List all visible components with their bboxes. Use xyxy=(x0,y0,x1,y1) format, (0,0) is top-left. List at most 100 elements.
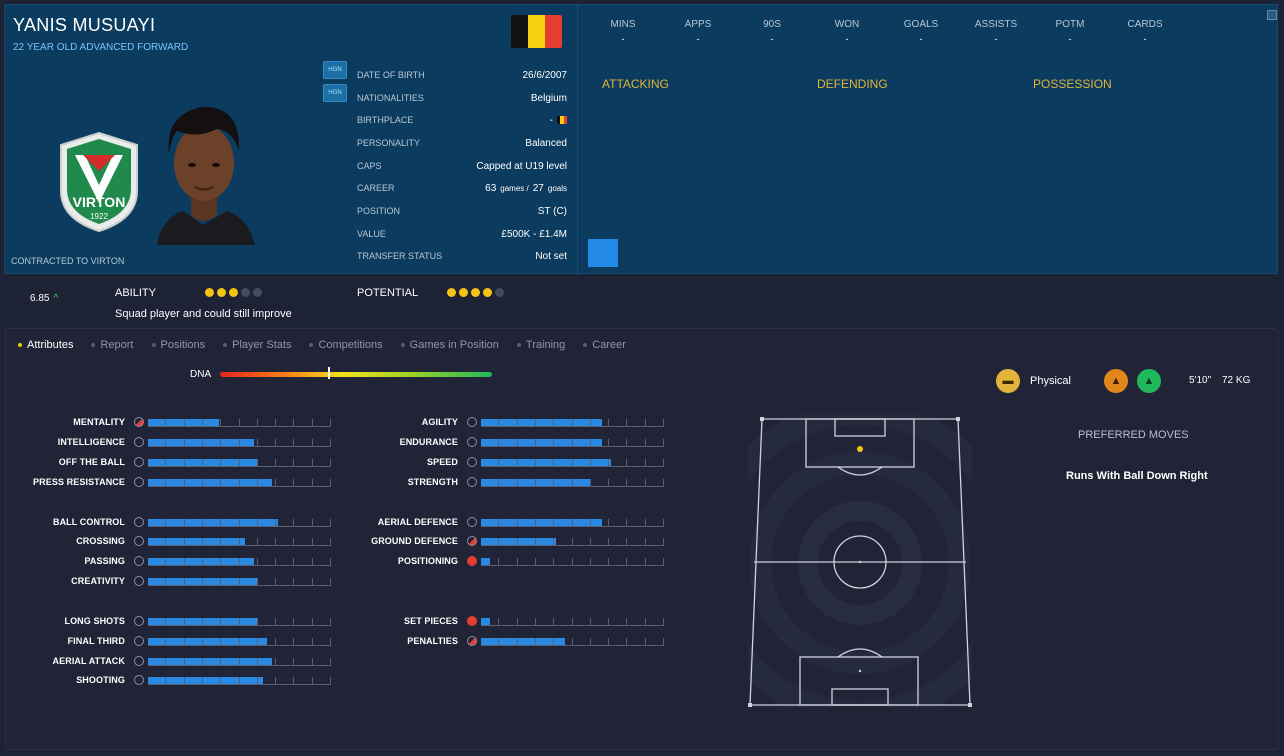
ability-stars[interactable] xyxy=(205,288,262,297)
attribute-row-off-the-ball[interactable]: OFF THE BALL xyxy=(6,457,706,469)
attribute-bar-tick xyxy=(238,677,240,685)
tab-report[interactable]: Report xyxy=(91,339,134,351)
position-pitch[interactable] xyxy=(748,415,972,707)
possession-title[interactable]: POSSESSION xyxy=(1033,77,1112,91)
attribute-bar-tick xyxy=(183,439,185,447)
attribute-bar-tick xyxy=(663,479,664,487)
attribute-row-shooting[interactable]: SHOOTING xyxy=(6,675,706,687)
attribute-bar-tick xyxy=(663,519,664,527)
info-value[interactable]: Not set xyxy=(535,250,567,262)
attribute-bar-fill xyxy=(481,439,602,446)
attribute-row-set-pieces[interactable]: SET PIECES xyxy=(6,616,706,628)
tab-games-in-position[interactable]: Games in Position xyxy=(400,339,499,351)
defending-title[interactable]: DEFENDING xyxy=(817,77,888,91)
attribute-bar-fill xyxy=(148,618,258,625)
homegrown-badge-1[interactable]: HGN xyxy=(323,61,347,79)
attribute-bar-tick xyxy=(165,677,167,685)
star-icon xyxy=(229,288,238,297)
info-value[interactable]: Belgium xyxy=(530,92,567,104)
attribute-status-icon xyxy=(467,636,477,646)
tab-positions[interactable]: Positions xyxy=(151,339,205,351)
tab-competitions[interactable]: Competitions xyxy=(309,339,383,351)
attribute-bar xyxy=(148,578,331,586)
attribute-status-icon xyxy=(134,417,144,427)
attribute-bar-tick xyxy=(516,459,518,467)
attribute-status-icon xyxy=(467,556,477,566)
player-name[interactable]: YANIS MUSUAYI xyxy=(13,15,156,35)
attribute-row-speed[interactable]: SPEED xyxy=(6,457,706,469)
attribute-bar-tick xyxy=(311,677,313,685)
attribute-bar-tick xyxy=(626,638,628,646)
attribute-bar-tick xyxy=(220,459,222,467)
attribute-label: PASSING xyxy=(84,556,125,566)
attribute-bar-tick xyxy=(553,439,555,447)
attribute-row-positioning[interactable]: POSITIONING xyxy=(6,556,706,568)
attribute-bar-tick xyxy=(644,439,646,447)
attribute-bar-tick xyxy=(571,439,573,447)
nationality-flag-icon[interactable] xyxy=(511,15,562,48)
dna-gradient-bar[interactable] xyxy=(220,372,492,377)
attribute-bar-tick xyxy=(293,419,295,427)
attribute-row-aerial-defence[interactable]: AERIAL DEFENCE xyxy=(6,517,706,529)
attribute-bar-tick xyxy=(183,479,185,487)
settings-icon[interactable] xyxy=(1267,10,1277,20)
tab-player-stats[interactable]: Player Stats xyxy=(223,339,291,351)
attribute-row-intelligence[interactable]: INTELLIGENCE xyxy=(6,437,706,449)
kit-color-swatch xyxy=(588,239,618,267)
attribute-bar-tick xyxy=(330,658,331,666)
attribute-bar-tick xyxy=(165,638,167,646)
attribute-row-agility[interactable]: AGILITY xyxy=(6,417,706,429)
attribute-row-aerial-attack[interactable]: AERIAL ATTACK xyxy=(6,656,706,668)
attacking-title[interactable]: ATTACKING xyxy=(602,77,669,91)
attribute-row-long-shots[interactable]: LONG SHOTS xyxy=(6,616,706,628)
club-badge-text: VIRTON xyxy=(73,194,126,210)
attribute-label: PRESS RESISTANCE xyxy=(33,477,125,487)
info-label: TRANSFER STATUS xyxy=(357,251,443,261)
dna-marker xyxy=(327,367,330,379)
info-value: Capped at U19 level xyxy=(476,160,567,172)
attribute-bar-tick xyxy=(330,519,331,527)
attribute-bar-tick xyxy=(311,439,313,447)
attribute-bar xyxy=(481,519,664,527)
attribute-bar-fill xyxy=(481,538,557,545)
tab-career[interactable]: Career xyxy=(583,339,626,351)
attribute-bar-baseline xyxy=(148,645,331,646)
attribute-bar-tick xyxy=(220,479,222,487)
attribute-bar-tick xyxy=(256,439,258,447)
attribute-row-strength[interactable]: STRENGTH xyxy=(6,477,706,489)
preferred-move-item[interactable]: Runs With Ball Down Right xyxy=(1066,470,1208,482)
attribute-row-press-resistance[interactable]: PRESS RESISTANCE xyxy=(6,477,706,489)
homegrown-badge-2[interactable]: HGN xyxy=(323,84,347,102)
potential-stars[interactable] xyxy=(447,288,504,297)
attribute-row-crossing[interactable]: CROSSING xyxy=(6,536,706,548)
attribute-row-ground-defence[interactable]: GROUND DEFENCE xyxy=(6,536,706,548)
dumbbell-icon[interactable]: ▬ xyxy=(996,369,1020,393)
tab-attributes[interactable]: Attributes xyxy=(18,339,73,351)
attribute-bar-baseline xyxy=(481,645,664,646)
attribute-bar-tick xyxy=(293,578,295,586)
attribute-row-creativity[interactable]: CREATIVITY xyxy=(6,576,706,588)
club-crest-icon[interactable]: VIRTON 1922 xyxy=(57,131,141,233)
attribute-row-endurance[interactable]: ENDURANCE xyxy=(6,437,706,449)
attribute-row-final-third[interactable]: FINAL THIRD xyxy=(6,636,706,648)
attribute-bar-tick xyxy=(238,638,240,646)
attribute-label: BALL CONTROL xyxy=(52,517,125,527)
position-marker-st xyxy=(857,446,863,452)
attribute-row-ball-control[interactable]: BALL CONTROL xyxy=(6,517,706,529)
info-label: POSITION xyxy=(357,206,401,216)
attribute-bar-tick xyxy=(498,618,500,626)
tab-training[interactable]: Training xyxy=(516,339,565,351)
contract-status[interactable]: CONTRACTED TO VIRTON xyxy=(11,256,125,266)
right-boot-icon[interactable]: ▲ xyxy=(1137,369,1161,393)
attribute-bar-baseline xyxy=(148,665,331,666)
attribute-bar-tick xyxy=(201,658,203,666)
attribute-bar-fill xyxy=(148,439,255,446)
attribute-bar-tick xyxy=(498,459,500,467)
attribute-bar-tick xyxy=(311,658,313,666)
left-boot-icon[interactable]: ▲ xyxy=(1104,369,1128,393)
attribute-bar-tick xyxy=(553,558,555,566)
star-icon xyxy=(205,288,214,297)
attribute-row-passing[interactable]: PASSING xyxy=(6,556,706,568)
attribute-row-penalties[interactable]: PENALTIES xyxy=(6,636,706,648)
attribute-row-mentality[interactable]: MENTALITY xyxy=(6,417,706,429)
